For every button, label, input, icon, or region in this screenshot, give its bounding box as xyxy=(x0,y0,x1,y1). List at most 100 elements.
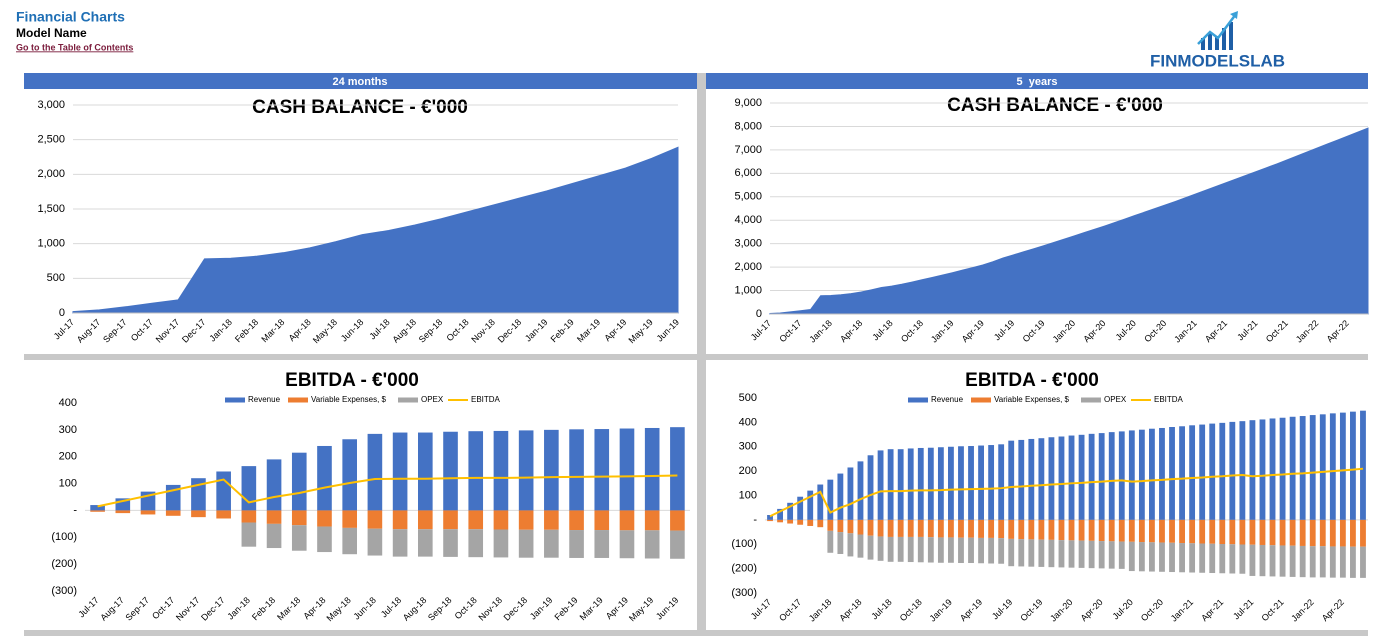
separator xyxy=(24,354,1368,360)
x-tick-label: Apr-20 xyxy=(1079,597,1105,623)
x-tick-label: Apr-19 xyxy=(960,318,986,344)
bar xyxy=(917,447,924,520)
bar xyxy=(544,529,559,558)
bar xyxy=(817,519,824,528)
x-tick-label: Jul-17 xyxy=(52,317,76,341)
bar xyxy=(1078,519,1085,541)
bar xyxy=(887,519,894,537)
x-tick-label: Aug-17 xyxy=(98,595,126,623)
area xyxy=(769,127,1369,315)
bar xyxy=(857,534,864,558)
bar xyxy=(1279,545,1286,577)
bar xyxy=(644,510,660,531)
x-tick-label: Oct-21 xyxy=(1259,597,1285,623)
line xyxy=(769,467,1364,518)
bar xyxy=(544,429,559,511)
y-tick-label: 2,000 xyxy=(37,168,65,180)
bar xyxy=(392,432,408,511)
bar xyxy=(988,445,995,520)
x-tick-label: Jan-19 xyxy=(929,318,956,345)
bar xyxy=(443,510,458,530)
legend-label: Revenue xyxy=(248,395,281,404)
y-tick-label: 200 xyxy=(59,451,77,463)
bar xyxy=(847,533,854,557)
chart-title: CASH BALANCE - €'000 xyxy=(252,97,468,118)
x-tick-label: Jul-17 xyxy=(76,595,100,619)
bar xyxy=(1118,519,1125,542)
x-tick-label: Dec-18 xyxy=(502,595,530,623)
bar xyxy=(847,467,854,520)
bar xyxy=(1209,519,1216,544)
bar xyxy=(1259,419,1266,520)
x-tick-label: Oct-21 xyxy=(1264,318,1290,344)
x-tick-label: Aug-18 xyxy=(401,595,429,623)
bar xyxy=(1068,540,1075,568)
bar xyxy=(1138,519,1145,543)
bar xyxy=(857,519,864,535)
bar xyxy=(857,461,864,520)
bar xyxy=(1350,519,1356,547)
bar xyxy=(827,530,834,553)
bar xyxy=(544,510,559,530)
bar xyxy=(988,519,995,538)
bar xyxy=(817,484,824,520)
x-tick-label: Aug-18 xyxy=(390,317,418,345)
x-tick-label: Apr-18 xyxy=(301,595,327,621)
y-tick-label: 3,000 xyxy=(734,238,762,250)
x-tick-label: May-19 xyxy=(626,317,654,345)
x-tick-label: Feb-19 xyxy=(552,595,579,622)
bar xyxy=(1159,427,1165,520)
bar xyxy=(897,519,904,537)
bar xyxy=(1058,540,1065,568)
bar xyxy=(1128,519,1135,542)
bar xyxy=(1299,519,1306,546)
x-tick-label: Jun-18 xyxy=(339,317,366,344)
x-tick-label: Oct-19 xyxy=(1018,597,1044,623)
bar xyxy=(619,428,635,511)
bar xyxy=(1118,541,1125,569)
bar xyxy=(887,449,894,520)
bar xyxy=(1279,417,1286,520)
bar xyxy=(317,445,332,511)
bar xyxy=(1028,438,1035,520)
bar xyxy=(1329,413,1336,520)
x-tick-label: Sep-18 xyxy=(426,595,454,623)
bar xyxy=(216,510,231,519)
y-tick-label: 8,000 xyxy=(734,120,762,132)
bar xyxy=(392,529,408,557)
x-tick-label: Jan-22 xyxy=(1294,318,1321,345)
bar xyxy=(988,537,995,564)
chart-title: EBITDA - €'000 xyxy=(285,370,419,391)
x-tick-label: Jan-19 xyxy=(528,595,555,622)
bar xyxy=(1219,544,1226,574)
bar xyxy=(670,510,685,531)
x-tick-label: Jun-19 xyxy=(654,595,681,622)
toc-link[interactable]: Go to the Table of Contents xyxy=(16,42,133,52)
x-tick-label: Oct-20 xyxy=(1139,597,1165,623)
bar xyxy=(90,505,105,511)
bar xyxy=(998,538,1005,564)
bar xyxy=(1249,420,1256,520)
bar xyxy=(1309,415,1316,520)
x-tick-label: Apr-19 xyxy=(604,595,630,621)
legend-swatch xyxy=(1081,397,1101,403)
bar xyxy=(1028,519,1035,540)
y-tick-label: (100) xyxy=(51,531,77,543)
x-tick-label: Dec-17 xyxy=(199,595,227,623)
bar xyxy=(367,528,383,556)
logo-bar xyxy=(1229,22,1233,50)
logo-bar xyxy=(1215,36,1219,50)
bar xyxy=(140,510,156,515)
bar xyxy=(1269,418,1276,520)
x-tick-label: Oct-17 xyxy=(150,595,176,621)
bar xyxy=(1279,519,1286,546)
x-tick-label: Apr-18 xyxy=(838,318,864,344)
bar xyxy=(241,510,257,523)
bar xyxy=(1048,437,1055,520)
bar xyxy=(1229,519,1236,545)
bar xyxy=(1048,539,1055,568)
bar xyxy=(569,429,584,511)
y-tick-label: 0 xyxy=(59,307,65,319)
legend-swatch xyxy=(225,397,245,403)
x-tick-label: Apr-18 xyxy=(837,597,863,623)
